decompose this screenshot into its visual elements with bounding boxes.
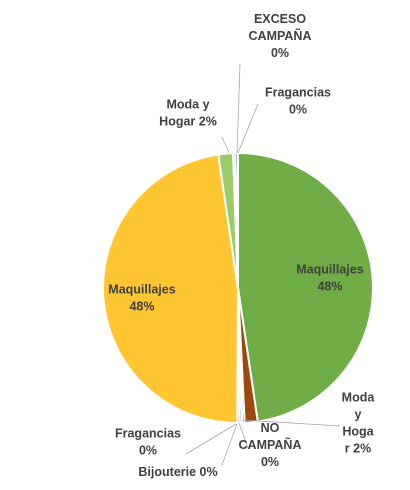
data-label: NO CAMPAÑA 0% xyxy=(239,421,302,469)
data-label: EXCESO CAMPAÑA 0% xyxy=(249,12,312,60)
data-label-line: CAMPAÑA xyxy=(239,437,302,452)
leader-line xyxy=(243,420,340,426)
data-label-line: r 2% xyxy=(345,442,371,456)
leader-line xyxy=(186,424,236,454)
data-label-line: 0% xyxy=(271,46,289,60)
leader-line xyxy=(238,104,258,153)
data-label-line: 48% xyxy=(129,300,154,314)
data-label-line: Moda y xyxy=(166,98,209,112)
data-label-line: NO xyxy=(261,421,280,435)
data-label-line: Bijouterie 0% xyxy=(138,465,217,479)
data-label-line: 48% xyxy=(317,280,342,294)
data-label-line: Maquillajes xyxy=(108,283,175,297)
data-label-line: Fragancias xyxy=(265,86,331,100)
data-label-line: Moda xyxy=(342,391,376,405)
pie-slice-maquillajes xyxy=(238,153,373,422)
data-label-line: 0% xyxy=(261,455,279,469)
data-label-line: Hoga xyxy=(342,425,374,439)
data-label-line: Hogar 2% xyxy=(159,115,217,129)
data-label-line: 0% xyxy=(289,103,307,117)
leader-line xyxy=(222,137,229,153)
data-label-line: CAMPAÑA xyxy=(249,28,312,43)
data-label: Moda y Hoga r 2% xyxy=(342,391,376,456)
data-label: Bijouterie 0% xyxy=(138,465,217,479)
data-label-line: Maquillajes xyxy=(296,263,363,277)
data-label-line: y xyxy=(355,408,362,422)
data-label: Moda y Hogar 2% xyxy=(159,98,217,129)
data-label-line: EXCESO xyxy=(254,12,306,26)
leader-line xyxy=(222,424,237,465)
data-label-line: 0% xyxy=(139,444,157,458)
data-label: Fragancias 0% xyxy=(265,86,331,117)
data-label: Fragancias 0% xyxy=(115,427,181,458)
data-label-line: Fragancias xyxy=(115,427,181,441)
leader-line xyxy=(237,64,240,153)
